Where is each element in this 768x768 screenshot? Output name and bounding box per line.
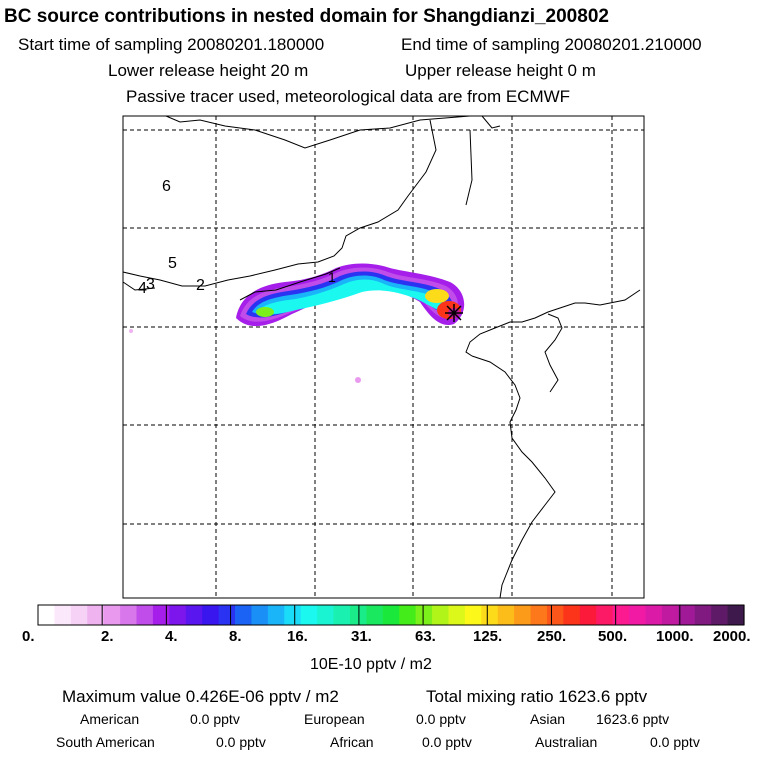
scale-cell <box>563 605 581 625</box>
region-label-european: European <box>304 711 365 727</box>
scale-cell <box>251 605 269 625</box>
color-scale-border <box>37 604 745 626</box>
map-label-6: 6 <box>162 178 171 195</box>
region-value-australian: 0.0 pptv <box>650 734 700 750</box>
data-note: Passive tracer used, meteorological data… <box>126 87 571 106</box>
scale-cell <box>103 605 121 625</box>
map-label-2: 2 <box>196 277 205 294</box>
scale-cell <box>727 605 745 625</box>
scale-cell <box>136 605 154 625</box>
scale-cell <box>202 605 220 625</box>
scale-cell <box>711 605 729 625</box>
scale-tick-5: 31. <box>351 628 372 645</box>
scale-cell <box>218 605 236 625</box>
scale-cell <box>694 605 712 625</box>
plume <box>129 263 465 383</box>
scale-cell <box>546 605 564 625</box>
start-time: Start time of sampling 20080201.180000 <box>18 35 325 54</box>
scale-tick-11: 2000. <box>713 628 751 645</box>
scale-cell <box>267 605 285 625</box>
scale-cell <box>596 605 614 625</box>
scale-cell <box>87 605 105 625</box>
scale-cell <box>333 605 351 625</box>
scale-tick-4: 16. <box>287 628 308 645</box>
end-time: End time of sampling 20080201.210000 <box>401 35 702 54</box>
scale-cell <box>235 605 253 625</box>
scale-cell <box>661 605 679 625</box>
scale-tick-0: 0. <box>22 628 35 645</box>
scale-cell <box>645 605 663 625</box>
scale-cell <box>432 605 450 625</box>
scale-tick-3: 8. <box>229 628 242 645</box>
region-value-european: 0.0 pptv <box>416 711 466 727</box>
scale-cell <box>629 605 647 625</box>
scale-cell <box>366 605 384 625</box>
release-site-marker <box>445 304 463 322</box>
scale-tick-8: 250. <box>537 628 567 645</box>
scale-tick-6: 63. <box>415 628 436 645</box>
scale-cell <box>678 605 696 625</box>
scale-cell <box>579 605 597 625</box>
scale-unit: 10E-10 pptv / m2 <box>310 656 432 673</box>
scale-cell <box>300 605 318 625</box>
plot-title: BC source contributions in nested domain… <box>4 6 609 27</box>
scale-cell <box>284 605 302 625</box>
scale-cell <box>481 605 499 625</box>
region-value-south-american: 0.0 pptv <box>216 734 266 750</box>
scale-cell <box>317 605 335 625</box>
scale-tick-10: 1000. <box>656 628 694 645</box>
map-grid <box>123 116 644 598</box>
region-label-south-american: South American <box>56 734 155 750</box>
scale-cell <box>612 605 630 625</box>
map-label-4: 4 <box>138 280 147 297</box>
region-value-american: 0.0 pptv <box>190 711 240 727</box>
region-label-american: American <box>80 711 140 727</box>
scale-cell <box>185 605 203 625</box>
region-label-asian: Asian <box>530 711 566 727</box>
scale-tick-9: 500. <box>598 628 628 645</box>
scale-cell <box>464 605 482 625</box>
scale-tick-2: 4. <box>165 628 178 645</box>
scale-cell <box>54 605 72 625</box>
map-label-1: 1 <box>328 269 336 285</box>
map-border <box>122 115 645 599</box>
scale-cell <box>448 605 466 625</box>
lower-release-height: Lower release height 20 m <box>108 61 309 80</box>
maximum-value: Maximum value 0.426E-06 pptv / m2 <box>62 687 339 706</box>
scale-cell <box>530 605 548 625</box>
region-value-asian: 1623.6 pptv <box>596 711 670 727</box>
scale-cell <box>70 605 88 625</box>
scale-cell <box>415 605 433 625</box>
scale-cell <box>152 605 170 625</box>
scale-cell <box>382 605 400 625</box>
region-value-african: 0.0 pptv <box>422 734 472 750</box>
scale-tick-7: 125. <box>473 628 503 645</box>
scale-cell <box>514 605 532 625</box>
scale-cell <box>120 605 138 625</box>
upper-release-height: Upper release height 0 m <box>405 61 596 80</box>
scale-cell <box>399 605 417 625</box>
region-label-african: African <box>330 734 374 750</box>
scale-cell <box>38 605 56 625</box>
scale-cell <box>497 605 515 625</box>
map-label-3: 3 <box>146 276 155 293</box>
total-mixing-ratio: Total mixing ratio 1623.6 pptv <box>426 687 648 706</box>
coastlines <box>122 115 641 599</box>
scale-tick-1: 2. <box>101 628 114 645</box>
region-label-australian: Australian <box>535 734 598 750</box>
map-label-5: 5 <box>168 255 177 272</box>
scale-cell <box>169 605 187 625</box>
